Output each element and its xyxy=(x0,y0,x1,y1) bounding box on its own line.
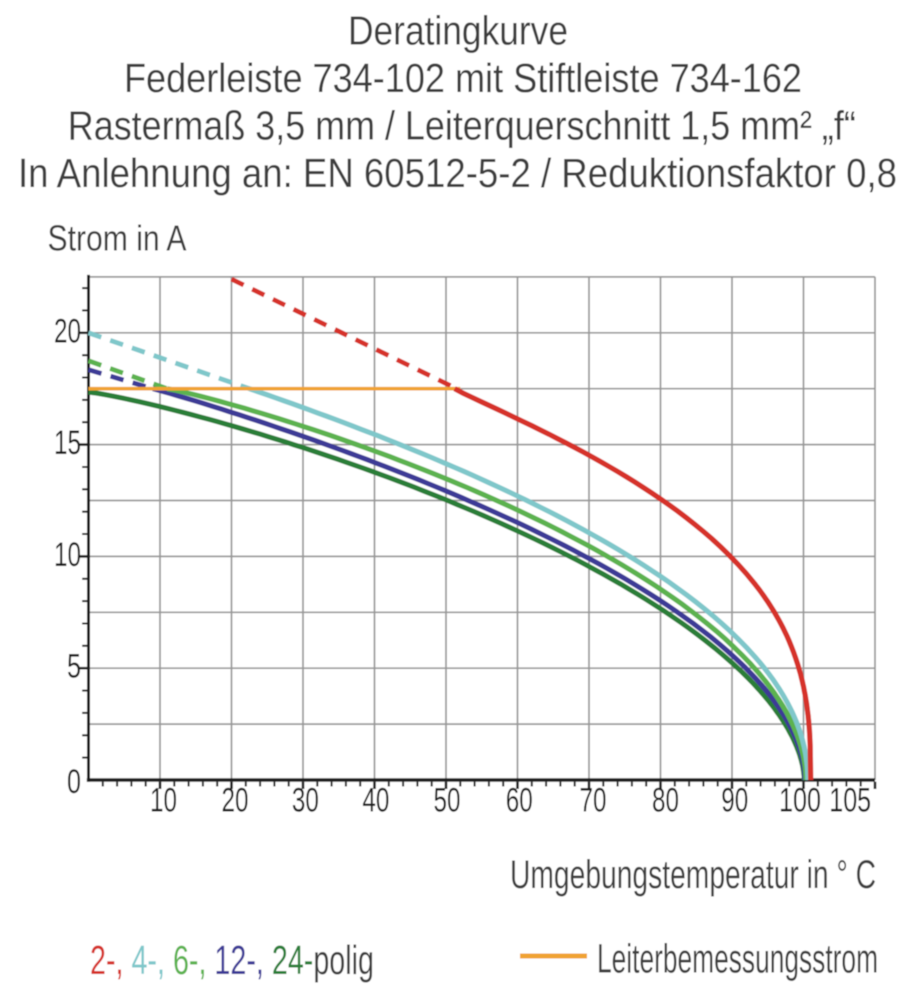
svg-text:Leiterbemessungsstrom: Leiterbemessungsstrom xyxy=(597,936,878,982)
svg-text:Umgebungstemperatur in ° C: Umgebungstemperatur in ° C xyxy=(510,853,876,897)
svg-text:Federleiste 734-102 mit Stiftl: Federleiste 734-102 mit Stiftleiste 734-… xyxy=(124,55,802,101)
svg-text:105: 105 xyxy=(829,782,871,820)
svg-text:30: 30 xyxy=(292,782,319,820)
svg-text:10: 10 xyxy=(150,782,177,820)
svg-text:70: 70 xyxy=(580,782,607,820)
svg-text:2-, 4-, 6-, 12-, 24-polig: 2-, 4-, 6-, 12-, 24-polig xyxy=(90,937,374,983)
svg-text:Deratingkurve: Deratingkurve xyxy=(348,8,568,54)
svg-text:Strom in A: Strom in A xyxy=(48,218,187,259)
svg-text:40: 40 xyxy=(362,782,389,820)
svg-text:90: 90 xyxy=(721,782,748,820)
svg-text:10: 10 xyxy=(54,536,81,574)
svg-text:5: 5 xyxy=(67,648,81,686)
svg-text:100: 100 xyxy=(779,782,821,820)
svg-text:Rastermaß 3,5 mm / Leiterquers: Rastermaß 3,5 mm / Leiterquerschnitt 1,5… xyxy=(68,103,856,149)
svg-text:80: 80 xyxy=(652,782,679,820)
svg-text:20: 20 xyxy=(222,782,249,820)
svg-text:20: 20 xyxy=(54,312,81,350)
svg-text:15: 15 xyxy=(54,424,81,462)
svg-text:In Anlehnung an: EN 60512-5-2: In Anlehnung an: EN 60512-5-2 / Reduktio… xyxy=(18,150,897,196)
svg-text:0: 0 xyxy=(67,763,81,801)
svg-text:50: 50 xyxy=(434,782,461,820)
svg-text:60: 60 xyxy=(506,782,533,820)
